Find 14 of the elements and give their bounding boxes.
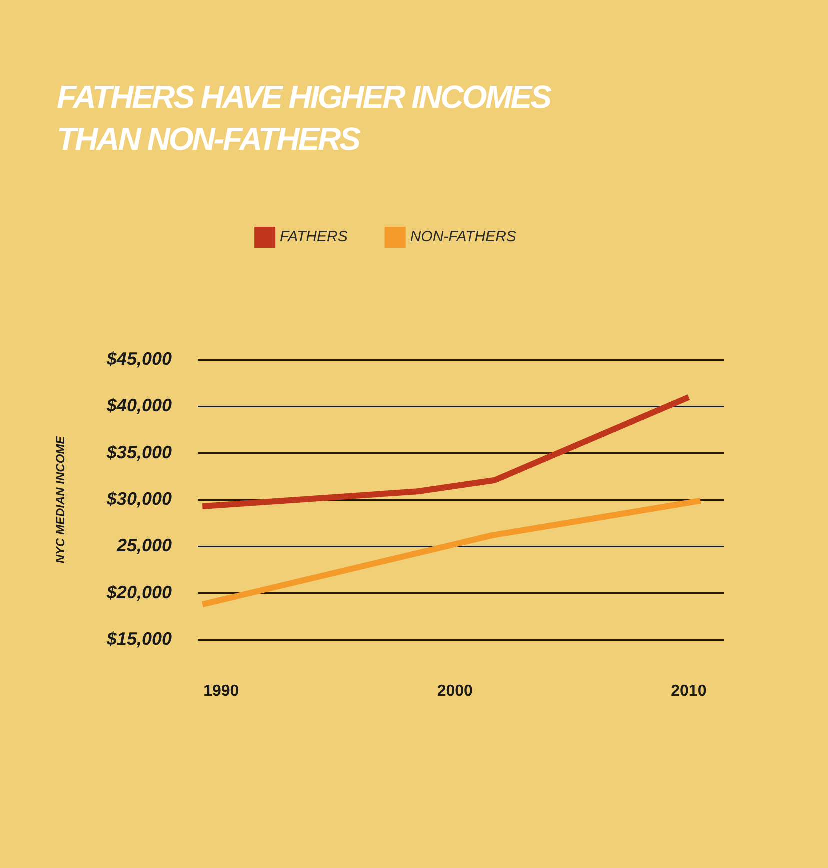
y-tick-label: $30,000 bbox=[106, 488, 172, 509]
legend-label: FATHERS bbox=[280, 228, 348, 246]
y-tick-label: 25,000 bbox=[116, 536, 172, 556]
y-tick-label: $40,000 bbox=[106, 396, 172, 416]
chart-title: FATHERS HAVE HIGHER INCOMES THAN NON-FATHERS bbox=[57, 78, 552, 159]
x-tick-label: 1990 bbox=[204, 683, 240, 700]
x-tick-label: 2000 bbox=[437, 683, 474, 700]
y-tick-label: $20,000 bbox=[106, 582, 172, 602]
x-tick-label: 2010 bbox=[671, 683, 707, 700]
y-tick-label: $35,000 bbox=[106, 442, 172, 462]
y-axis-title: NYC MEDIAN INCOME bbox=[54, 435, 68, 564]
y-tick-label: $45,000 bbox=[106, 348, 172, 369]
legend-label: NON-FATHERS bbox=[410, 228, 516, 246]
y-tick-label: $15,000 bbox=[106, 628, 172, 649]
